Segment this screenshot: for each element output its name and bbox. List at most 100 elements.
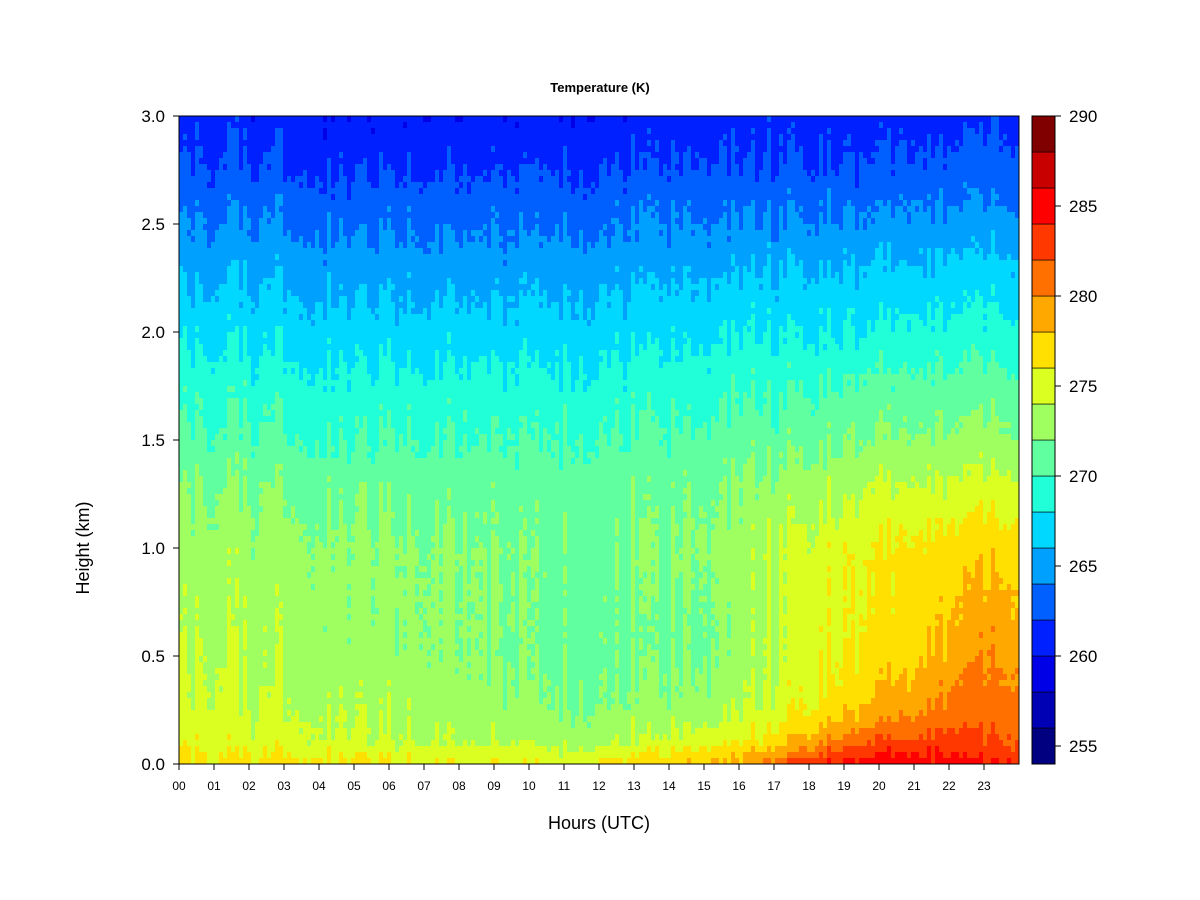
heatmap-cell bbox=[283, 536, 288, 543]
heatmap-cell bbox=[247, 524, 252, 531]
heatmap-cell bbox=[191, 542, 196, 549]
heatmap-cell bbox=[247, 266, 252, 273]
heatmap-cell bbox=[223, 752, 228, 759]
heatmap-cell bbox=[339, 458, 344, 465]
heatmap-cell bbox=[307, 626, 312, 633]
heatmap-cell bbox=[287, 278, 292, 285]
heatmap-cell bbox=[295, 470, 300, 477]
heatmap-cell bbox=[331, 620, 336, 627]
heatmap-cell bbox=[247, 236, 252, 243]
heatmap-cell bbox=[295, 596, 300, 603]
heatmap-cell bbox=[243, 338, 248, 345]
heatmap-cell bbox=[347, 644, 352, 651]
heatmap-cell bbox=[315, 638, 320, 645]
heatmap-cell bbox=[331, 152, 336, 159]
heatmap-cell bbox=[299, 344, 304, 351]
heatmap-cell bbox=[343, 512, 348, 519]
heatmap-cell bbox=[287, 122, 292, 129]
heatmap-cell bbox=[215, 620, 220, 627]
heatmap-cell bbox=[179, 668, 184, 675]
heatmap-cell bbox=[291, 158, 296, 165]
heatmap-cell bbox=[315, 656, 320, 663]
heatmap-cell bbox=[215, 302, 220, 309]
heatmap-cell bbox=[271, 392, 276, 399]
heatmap-cell bbox=[335, 518, 340, 525]
heatmap-cell bbox=[311, 386, 316, 393]
heatmap-cell bbox=[299, 446, 304, 453]
heatmap-cell bbox=[223, 212, 228, 219]
heatmap-cell bbox=[339, 686, 344, 693]
heatmap-cell bbox=[339, 158, 344, 165]
heatmap-cell bbox=[275, 512, 280, 519]
heatmap-cell bbox=[355, 242, 360, 249]
heatmap-cell bbox=[223, 452, 228, 459]
heatmap-cell bbox=[187, 608, 192, 615]
heatmap-cell bbox=[219, 542, 224, 549]
heatmap-cell bbox=[295, 494, 300, 501]
heatmap-cell bbox=[219, 482, 224, 489]
heatmap-cell bbox=[327, 356, 332, 363]
heatmap-cell bbox=[207, 272, 212, 279]
heatmap-cell bbox=[199, 632, 204, 639]
heatmap-cell bbox=[223, 344, 228, 351]
heatmap-cell bbox=[255, 326, 260, 333]
heatmap-cell bbox=[295, 668, 300, 675]
heatmap-cell bbox=[283, 632, 288, 639]
heatmap-cell bbox=[331, 512, 336, 519]
heatmap-cell bbox=[343, 362, 348, 369]
heatmap-cell bbox=[231, 350, 236, 357]
heatmap-cell bbox=[339, 152, 344, 159]
heatmap-cell bbox=[315, 332, 320, 339]
heatmap-cell bbox=[227, 158, 232, 165]
heatmap-cell bbox=[231, 566, 236, 573]
heatmap-cell bbox=[327, 422, 332, 429]
heatmap-cell bbox=[199, 536, 204, 543]
heatmap-cell bbox=[191, 728, 196, 735]
heatmap-cell bbox=[203, 182, 208, 189]
heatmap-cell bbox=[235, 662, 240, 669]
heatmap-cell bbox=[215, 632, 220, 639]
heatmap-cell bbox=[343, 140, 348, 147]
heatmap-cell bbox=[239, 368, 244, 375]
heatmap-cell bbox=[283, 326, 288, 333]
heatmap-cell bbox=[303, 278, 308, 285]
heatmap-cell bbox=[283, 494, 288, 501]
heatmap-cell bbox=[307, 602, 312, 609]
heatmap-cell bbox=[263, 326, 268, 333]
heatmap-cell bbox=[299, 428, 304, 435]
heatmap-cell bbox=[207, 428, 212, 435]
heatmap-cell bbox=[255, 734, 260, 741]
heatmap-cell bbox=[243, 644, 248, 651]
heatmap-cell bbox=[355, 134, 360, 141]
heatmap-cell bbox=[323, 740, 328, 747]
heatmap-cell bbox=[223, 272, 228, 279]
heatmap-cell bbox=[263, 626, 268, 633]
heatmap-cell bbox=[355, 566, 360, 573]
heatmap-cell bbox=[299, 488, 304, 495]
heatmap-cell bbox=[347, 248, 352, 255]
heatmap-cell bbox=[287, 260, 292, 267]
heatmap-cell bbox=[343, 386, 348, 393]
heatmap-cell bbox=[327, 176, 332, 183]
heatmap-cell bbox=[191, 266, 196, 273]
heatmap-cell bbox=[335, 134, 340, 141]
heatmap-cell bbox=[299, 626, 304, 633]
heatmap-cell bbox=[187, 116, 192, 123]
heatmap-cell bbox=[195, 374, 200, 381]
heatmap-cell bbox=[195, 638, 200, 645]
heatmap-cell bbox=[291, 746, 296, 753]
heatmap-cell bbox=[283, 524, 288, 531]
heatmap-cell bbox=[239, 602, 244, 609]
heatmap-cell bbox=[331, 470, 336, 477]
heatmap-cell bbox=[219, 500, 224, 507]
heatmap-cell bbox=[191, 122, 196, 129]
heatmap-cell bbox=[199, 602, 204, 609]
heatmap-cell bbox=[259, 512, 264, 519]
heatmap-cell bbox=[179, 656, 184, 663]
heatmap-cell bbox=[211, 476, 216, 483]
heatmap-cell bbox=[263, 248, 268, 255]
heatmap-cell bbox=[359, 512, 364, 519]
heatmap-cell bbox=[271, 752, 276, 759]
heatmap-cell bbox=[247, 446, 252, 453]
heatmap-cell bbox=[211, 752, 216, 759]
